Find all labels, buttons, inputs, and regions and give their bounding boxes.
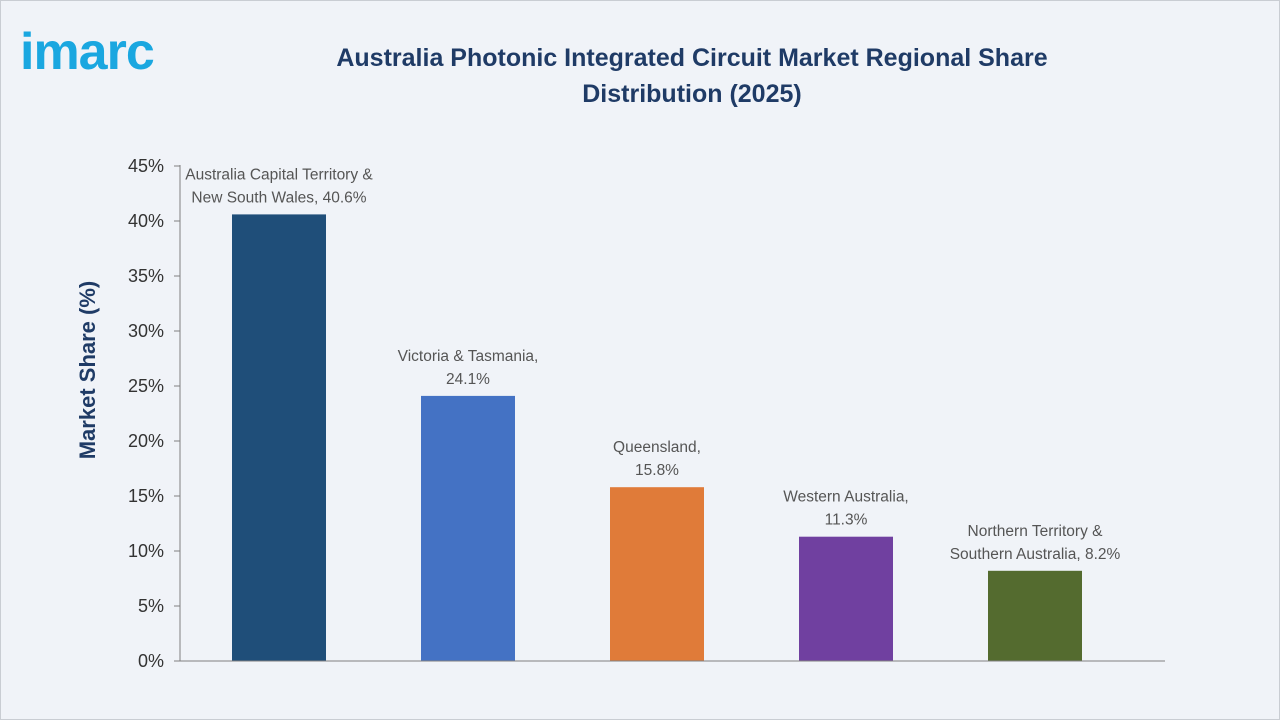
data-label-2: Victoria & Tasmania, 24.1% — [398, 348, 539, 388]
y-axis-ticks: 0% 5% 10% 15% 20% 25% 30% 35% 40% 45% — [128, 156, 180, 671]
data-label-line: Northern Territory & — [968, 523, 1104, 540]
y-tick-label: 35% — [128, 266, 164, 286]
bar-4 — [799, 536, 893, 661]
bars — [232, 214, 1082, 661]
data-label-line: 11.3% — [825, 512, 868, 529]
y-tick-label: 10% — [128, 541, 164, 561]
data-label-3: Queensland, 15.8% — [613, 439, 701, 479]
bar-3 — [610, 487, 704, 661]
data-label-line: 24.1% — [446, 371, 490, 388]
data-label-4: Western Australia, 11.3% — [783, 489, 909, 529]
y-tick-label: 40% — [128, 211, 164, 231]
bar-5 — [988, 570, 1082, 661]
data-label-1: Australia Capital Territory & New South W… — [185, 166, 373, 206]
chart-title-line-2: Distribution (2025) — [582, 80, 802, 108]
data-label-line: New South Wales, 40.6% — [191, 189, 366, 206]
logo-text: imarc — [20, 23, 155, 81]
y-tick-label: 15% — [128, 486, 164, 506]
bar-2 — [421, 395, 515, 661]
chart-title: Australia Photonic Integrated Circuit Ma… — [292, 40, 1092, 112]
data-label-5: Northern Territory & Southern Australia, … — [950, 523, 1121, 563]
data-label-line: Australia Capital Territory & — [185, 166, 373, 183]
data-label-line: Queensland, — [613, 439, 701, 456]
y-tick-label: 20% — [128, 431, 164, 451]
data-label-line: Western Australia, — [783, 489, 909, 506]
y-tick-label: 0% — [138, 651, 164, 671]
data-label-line: Victoria & Tasmania, — [398, 348, 539, 365]
y-tick-label: 5% — [138, 596, 164, 616]
data-label-line: Southern Australia, 8.2% — [950, 546, 1121, 563]
bar-1 — [232, 214, 326, 661]
chart-title-line-1: Australia Photonic Integrated Circuit Ma… — [336, 44, 1048, 72]
y-tick-label: 45% — [128, 156, 164, 176]
data-label-line: 15.8% — [635, 462, 679, 479]
y-tick-label: 25% — [128, 376, 164, 396]
data-labels: Australia Capital Territory & New South W… — [185, 166, 1120, 562]
y-tick-label: 30% — [128, 321, 164, 341]
